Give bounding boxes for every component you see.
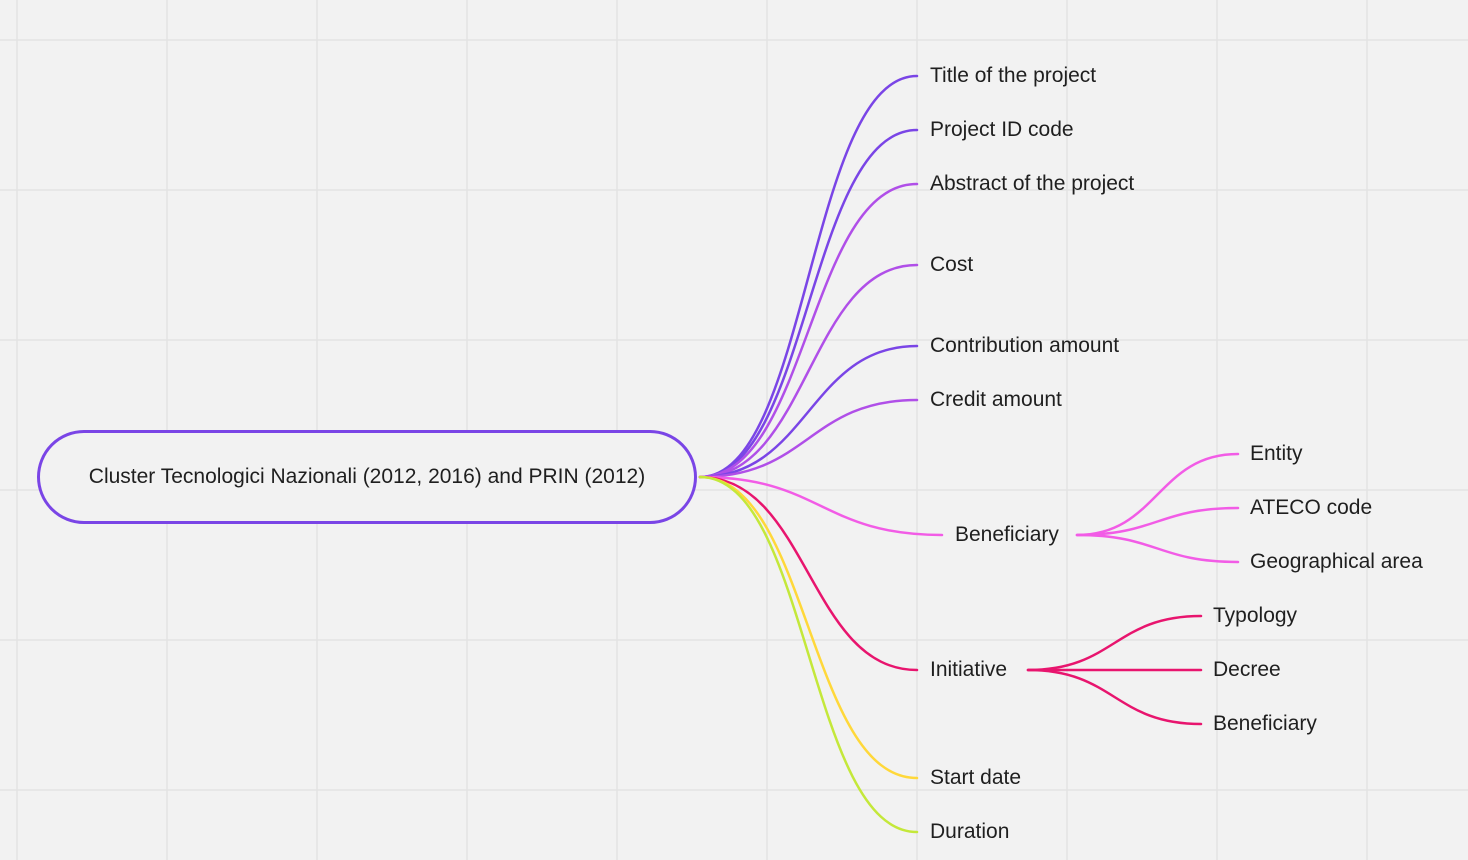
node-decree[interactable]: Decree [1213, 658, 1281, 681]
node-start-date[interactable]: Start date [930, 766, 1022, 789]
connector-project-id-code [698, 128, 919, 479]
node-initiative[interactable]: Initiative [930, 658, 1008, 681]
connector-typology [1026, 614, 1203, 672]
node-abstract-of-the-project[interactable]: Abstract of the project [930, 172, 1135, 195]
connector-start-date [698, 475, 919, 780]
node-title-of-the-project[interactable]: Title of the project [930, 64, 1097, 87]
connector-lines [698, 74, 1240, 834]
node-duration[interactable]: Duration [930, 820, 1010, 843]
connector-beneficiary [698, 475, 944, 537]
connector-geographical-area [1075, 533, 1240, 564]
node-project-id-code[interactable]: Project ID code [930, 118, 1074, 141]
node-typology[interactable]: Typology [1213, 604, 1298, 627]
root-node-label: Cluster Tecnologici Nazionali (2012, 201… [88, 465, 646, 488]
connector-initiative [698, 475, 919, 672]
node-initiative-beneficiary[interactable]: Beneficiary [1213, 712, 1317, 735]
node-ateco-code[interactable]: ATECO code [1250, 496, 1373, 519]
connector-ateco-code [1075, 506, 1240, 537]
node-entity[interactable]: Entity [1250, 442, 1303, 465]
connector-abstract-of-the-project [698, 182, 919, 479]
connector-beneficiary [1026, 668, 1203, 726]
connector-credit-amount [698, 398, 919, 479]
node-geographical-area[interactable]: Geographical area [1250, 550, 1423, 573]
node-cost[interactable]: Cost [930, 253, 974, 276]
connector-cost [698, 263, 919, 479]
connector-entity [1075, 452, 1240, 537]
root-node[interactable]: Cluster Tecnologici Nazionali (2012, 201… [37, 430, 697, 524]
node-credit-amount[interactable]: Credit amount [930, 388, 1062, 411]
connector-contribution-amount [698, 344, 919, 479]
node-beneficiary[interactable]: Beneficiary [955, 523, 1059, 546]
node-contribution-amount[interactable]: Contribution amount [930, 334, 1120, 357]
connector-title-of-the-project [698, 74, 919, 479]
connector-duration [698, 475, 919, 834]
